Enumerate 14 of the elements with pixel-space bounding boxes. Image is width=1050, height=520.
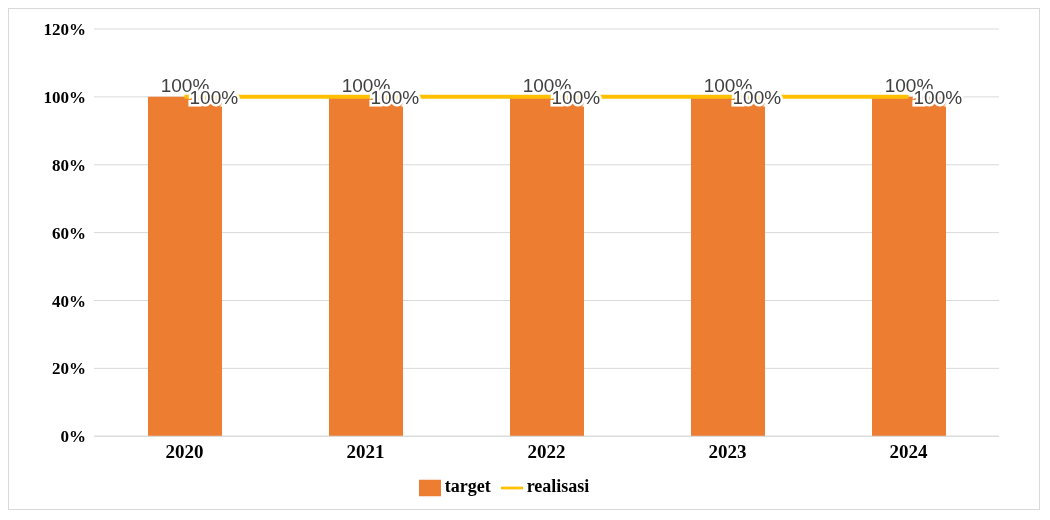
x-tick-label: 2022: [527, 440, 566, 462]
y-tick-label: 20%: [52, 359, 86, 379]
y-tick-label: 120%: [43, 20, 86, 40]
y-tick-label: 40%: [52, 291, 86, 311]
legend-label: realisasi: [526, 476, 590, 497]
x-tick-label: 2024: [889, 440, 928, 462]
legend-label: target: [444, 476, 491, 497]
x-tick-label: 2020: [165, 440, 204, 462]
x-tick-label: 2023: [708, 440, 747, 462]
x-tick-label: 2021: [346, 440, 385, 462]
y-tick-label: 80%: [52, 155, 86, 175]
y-tick-label: 100%: [43, 87, 86, 107]
y-tick-label: 60%: [52, 223, 86, 243]
y-tick-label: 0%: [60, 427, 86, 447]
